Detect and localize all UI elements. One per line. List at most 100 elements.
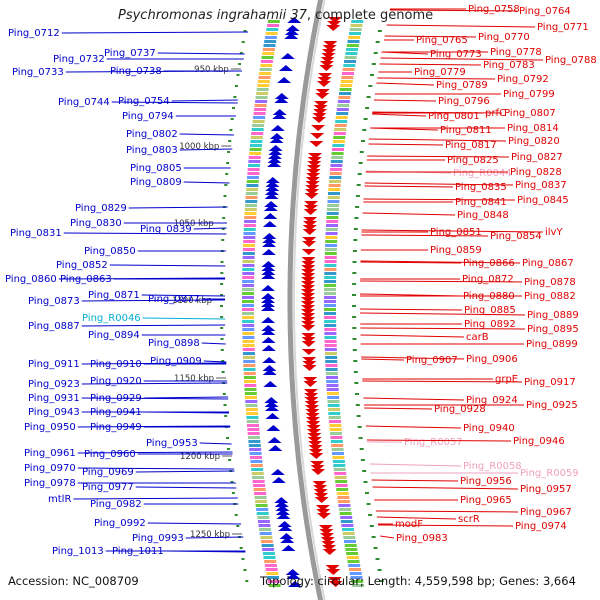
- cog-block-inner: [267, 580, 280, 583]
- gene-label-right: Ping_0983: [396, 533, 448, 544]
- forward-strand-gene: [311, 125, 326, 131]
- forward-strand-gene: [306, 165, 321, 171]
- gene-label-right: Ping_0796: [438, 96, 490, 107]
- kbp-tick-label: 1100 kbp: [172, 296, 212, 306]
- forward-strand-gene: [308, 153, 323, 159]
- gene-label-right: Ping_0788: [545, 55, 597, 66]
- tick-mark-outer: [370, 74, 374, 76]
- genome-stats-label: Topology: circular; Length: 4,559,598 bp…: [260, 574, 576, 588]
- forward-strand-gene: [303, 205, 318, 211]
- gene-label-left: Ping_0982: [90, 499, 142, 510]
- kbp-tick-label: 1250 kbp: [190, 530, 230, 540]
- tick-mark-outer: [353, 371, 358, 373]
- cog-block-outer: [325, 368, 338, 371]
- reverse-strand-gene: [269, 137, 284, 143]
- cog-block-inner: [248, 444, 261, 447]
- cog-block-inner: [243, 224, 256, 227]
- cog-block-outer: [330, 440, 343, 443]
- cog-block-inner: [254, 492, 267, 495]
- reverse-strand-gene: [262, 241, 276, 247]
- cog-block-inner: [249, 148, 262, 151]
- cog-block-outer: [350, 576, 363, 579]
- cog-block-outer: [329, 172, 342, 175]
- cog-block-outer: [327, 196, 340, 199]
- cog-block-inner: [244, 384, 257, 387]
- cog-block-inner: [245, 196, 258, 199]
- reverse-strand-gene: [278, 525, 293, 531]
- gene-label-right: Ping_0967: [520, 507, 572, 518]
- tick-mark-outer: [365, 107, 370, 109]
- gene-label-connector: [179, 133, 234, 136]
- forward-strand-gene: [310, 461, 325, 467]
- gene-label-connector: [143, 411, 230, 414]
- cog-block-outer: [340, 516, 353, 519]
- cog-block-outer: [330, 164, 343, 167]
- cog-block-outer: [333, 136, 346, 139]
- tick-mark-inner: [238, 63, 242, 65]
- cog-block-outer: [325, 228, 338, 231]
- tick-mark-outer: [375, 41, 380, 43]
- reverse-strand-gene: [262, 237, 277, 243]
- cog-block-inner: [242, 308, 254, 311]
- forward-strand-gene: [316, 513, 331, 519]
- cog-block-outer: [335, 120, 348, 123]
- cog-block-outer: [334, 476, 347, 479]
- forward-strand-gene: [313, 105, 328, 111]
- cog-block-inner: [246, 184, 259, 187]
- cog-block-outer: [324, 304, 336, 307]
- cog-block-inner: [242, 316, 255, 319]
- cog-block-inner: [251, 468, 264, 471]
- cog-block-inner: [246, 188, 259, 191]
- forward-strand-gene: [319, 529, 334, 535]
- gene-label-right: grpE: [495, 374, 518, 385]
- cog-block-inner: [242, 268, 255, 271]
- gene-label-left: Ping_0852: [56, 260, 108, 271]
- gene-label-connector: [171, 99, 238, 102]
- tick-mark-outer: [352, 305, 356, 307]
- tick-mark-inner: [221, 360, 225, 362]
- forward-strand-gene: [327, 577, 342, 583]
- gene-label-connector: [389, 9, 518, 12]
- cog-block-outer: [326, 376, 338, 379]
- cog-block-inner: [243, 240, 256, 243]
- gene-label-left: Ping_1013: [52, 546, 104, 557]
- gene-label-right: Ping_0817: [445, 140, 497, 151]
- cog-block-inner: [255, 504, 268, 507]
- gene-label-right: Ping_0878: [524, 277, 576, 288]
- gene-label-connector: [361, 356, 465, 360]
- cog-block-outer: [330, 160, 343, 163]
- gene-label-connector: [73, 497, 238, 500]
- cog-block-outer: [342, 68, 355, 71]
- tick-mark-inner: [221, 371, 225, 373]
- gene-label-connector: [111, 101, 238, 104]
- reverse-strand-gene: [267, 153, 282, 159]
- cog-block-inner: [247, 176, 259, 179]
- cog-block-inner: [247, 172, 260, 175]
- forward-strand-gene: [302, 237, 317, 243]
- gene-label-connector: [183, 181, 230, 184]
- cog-block-outer: [327, 200, 340, 203]
- gene-label-right: Ping_0956: [460, 476, 512, 487]
- forward-strand-gene: [302, 365, 317, 371]
- tick-mark-outer: [369, 525, 374, 527]
- tick-mark-outer: [360, 459, 365, 461]
- reverse-strand-gene: [265, 413, 280, 419]
- gene-label-connector: [143, 396, 229, 399]
- cog-block-outer: [324, 340, 337, 343]
- reverse-strand-gene: [264, 189, 279, 195]
- reverse-strand-gene: [269, 133, 284, 139]
- tick-mark-inner: [227, 151, 231, 153]
- cog-block-inner: [247, 168, 260, 171]
- gene-label-left: Ping_0805: [130, 163, 182, 174]
- cog-block-inner: [260, 536, 273, 539]
- gene-label-right: Ping_0799: [503, 89, 555, 100]
- cog-block-outer: [334, 128, 347, 131]
- cog-block-inner: [259, 68, 272, 71]
- forward-strand-gene: [309, 141, 324, 147]
- cog-block-inner: [242, 288, 254, 291]
- forward-strand-gene: [322, 549, 337, 555]
- reverse-strand-gene: [261, 317, 276, 323]
- reverse-strand-gene: [265, 177, 280, 183]
- cog-block-outer: [326, 384, 339, 387]
